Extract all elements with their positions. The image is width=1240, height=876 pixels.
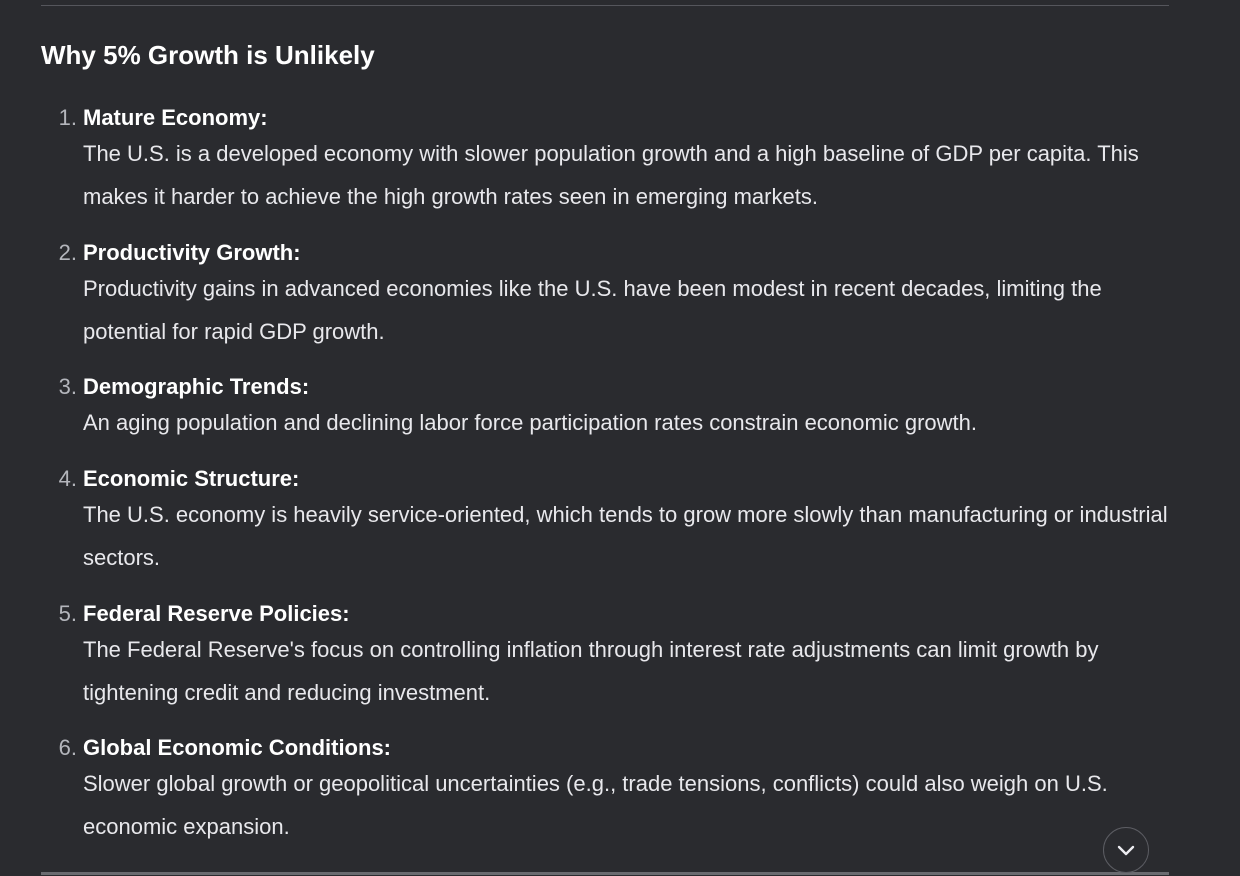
list-item-title: Federal Reserve Policies:	[83, 601, 350, 626]
chevron-down-icon	[1117, 845, 1135, 856]
list-item-title: Economic Structure:	[83, 466, 300, 491]
list-item-number: 4.	[58, 466, 77, 491]
list-item-title: Productivity Growth:	[83, 240, 301, 265]
top-divider	[41, 5, 1169, 6]
list-item-title: Global Economic Conditions:	[83, 735, 391, 760]
list-item-description: An aging population and declining labor …	[83, 410, 977, 435]
list-item-number: 3.	[58, 374, 77, 399]
list-item-number: 1.	[58, 105, 77, 130]
list-item-description: The Federal Reserve's focus on controlli…	[83, 637, 1099, 705]
list-item-number: 5.	[58, 601, 77, 626]
list-item-title: Demographic Trends:	[83, 374, 310, 399]
section-heading: Why 5% Growth is Unlikely	[41, 40, 375, 70]
bottom-divider	[41, 872, 1169, 875]
scroll-down-button[interactable]	[1103, 827, 1149, 873]
list-item-description: Productivity gains in advanced economies…	[83, 276, 1102, 344]
list-item-description: The U.S. is a developed economy with slo…	[83, 141, 1139, 209]
list-item-description: The U.S. economy is heavily service-orie…	[83, 502, 1168, 570]
list-item-number: 2.	[58, 240, 77, 265]
list-item-number: 6.	[58, 735, 77, 760]
list-item-description: Slower global growth or geopolitical unc…	[83, 771, 1108, 839]
list-item-title: Mature Economy:	[83, 105, 268, 130]
